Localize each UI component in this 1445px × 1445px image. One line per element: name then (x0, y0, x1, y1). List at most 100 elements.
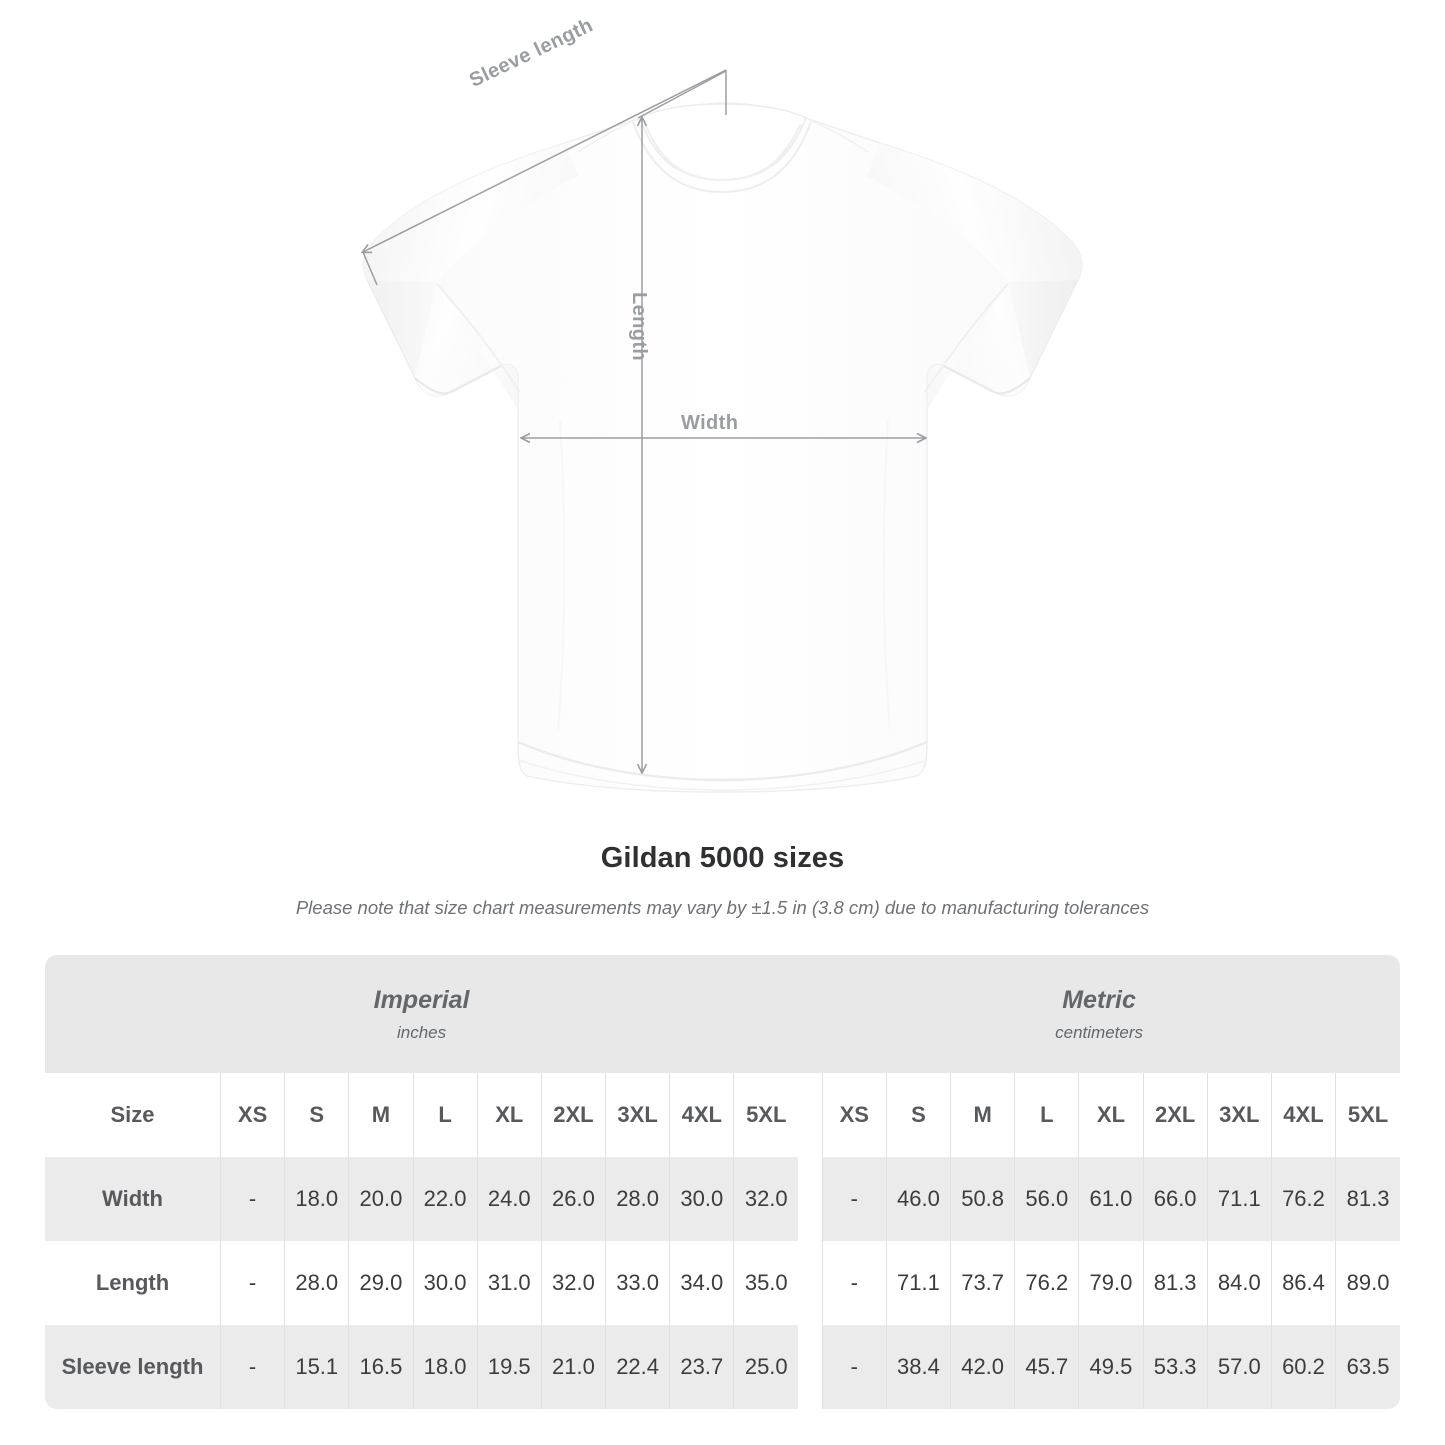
size-header-metric-xl: XL (1078, 1073, 1144, 1157)
cell-width-metric-3xl: 71.1 (1206, 1157, 1272, 1241)
size-header-imperial-2xl: 2XL (540, 1073, 606, 1157)
size-header-metric-5xl: 5XL (1335, 1073, 1400, 1157)
measurement-arrows (363, 69, 925, 772)
cell-length-imperial-xs: - (219, 1241, 285, 1325)
cell-width-imperial-m: 20.0 (348, 1157, 413, 1241)
cell-sleeve-imperial-xs: - (219, 1325, 285, 1409)
cell-length-metric-s: 71.1 (885, 1241, 951, 1325)
tolerance-note: Please note that size chart measurements… (295, 897, 1150, 918)
row-label-length: Length (45, 1241, 221, 1325)
column-gap (798, 1073, 823, 1157)
table-row: Width - 18.0 20.0 22.0 24.0 26.0 28.0 30… (45, 1157, 1400, 1241)
cell-sleeve-metric-xs: - (821, 1325, 887, 1409)
title-block: Gildan 5000 sizes Please note that size … (0, 842, 1445, 919)
cell-width-metric-l: 56.0 (1014, 1157, 1079, 1241)
cell-width-metric-m: 50.8 (950, 1157, 1015, 1241)
cell-width-metric-xl: 61.0 (1078, 1157, 1144, 1241)
unit-header-row: Imperial inches Metric centimeters (45, 955, 1400, 1073)
cell-sleeve-metric-2xl: 53.3 (1142, 1325, 1208, 1409)
cell-sleeve-metric-3xl: 57.0 (1206, 1325, 1272, 1409)
cell-sleeve-imperial-xl: 19.5 (476, 1325, 542, 1409)
size-header-metric-xs: XS (821, 1073, 887, 1157)
cell-length-imperial-s: 28.0 (284, 1241, 349, 1325)
cell-sleeve-imperial-5xl: 25.0 (733, 1325, 799, 1409)
table-row: Length - 28.0 29.0 30.0 31.0 32.0 33.0 3… (45, 1241, 1400, 1325)
cell-length-metric-5xl: 89.0 (1335, 1241, 1400, 1325)
size-header-metric-m: M (950, 1073, 1015, 1157)
cell-width-imperial-2xl: 26.0 (540, 1157, 606, 1241)
cell-sleeve-imperial-m: 16.5 (348, 1325, 413, 1409)
size-header-imperial-xl: XL (476, 1073, 542, 1157)
cell-width-imperial-xs: - (219, 1157, 285, 1241)
cell-length-imperial-2xl: 32.0 (540, 1241, 606, 1325)
tshirt-shape (362, 102, 1083, 793)
cell-length-metric-4xl: 86.4 (1270, 1241, 1336, 1325)
cell-width-metric-s: 46.0 (885, 1157, 951, 1241)
cell-length-metric-xl: 79.0 (1078, 1241, 1144, 1325)
cell-length-imperial-5xl: 35.0 (733, 1241, 799, 1325)
column-gap (798, 1157, 823, 1241)
size-header-metric-3xl: 3XL (1206, 1073, 1272, 1157)
unit-sub-imperial: inches (396, 1022, 447, 1042)
size-header-metric-s: S (885, 1073, 951, 1157)
cell-length-metric-xs: - (821, 1241, 887, 1325)
sleeve-length-arrow (363, 69, 727, 252)
cell-width-metric-2xl: 66.0 (1142, 1157, 1208, 1241)
size-header-imperial-3xl: 3XL (605, 1073, 670, 1157)
size-header-imperial-5xl: 5XL (733, 1073, 799, 1157)
cell-width-imperial-5xl: 32.0 (733, 1157, 799, 1241)
cell-sleeve-metric-xl: 49.5 (1078, 1325, 1144, 1409)
cell-width-imperial-l: 22.0 (412, 1157, 478, 1241)
header-size-label: Size (45, 1073, 221, 1157)
size-table-container: Imperial inches Metric centimeters Size … (45, 955, 1400, 1409)
cell-sleeve-metric-5xl: 63.5 (1335, 1325, 1400, 1409)
cell-sleeve-metric-m: 42.0 (950, 1325, 1015, 1409)
cell-sleeve-imperial-s: 15.1 (284, 1325, 349, 1409)
unit-header-metric: Metric centimeters (798, 955, 1400, 1073)
cell-width-metric-5xl: 81.3 (1335, 1157, 1400, 1241)
cell-width-imperial-s: 18.0 (284, 1157, 349, 1241)
unit-header-imperial: Imperial inches (45, 955, 799, 1073)
size-chart-table: Imperial inches Metric centimeters Size … (45, 955, 1400, 1409)
unit-name-imperial: Imperial (373, 985, 470, 1014)
cell-length-metric-l: 76.2 (1014, 1241, 1079, 1325)
cell-length-imperial-4xl: 34.0 (669, 1241, 734, 1325)
cell-length-imperial-m: 29.0 (348, 1241, 413, 1325)
cell-length-imperial-3xl: 33.0 (605, 1241, 670, 1325)
size-header-metric-2xl: 2XL (1142, 1073, 1208, 1157)
tshirt-illustration (0, 69, 1083, 793)
size-header-imperial-m: M (348, 1073, 413, 1157)
cell-length-metric-2xl: 81.3 (1142, 1241, 1208, 1325)
row-label-width: Width (45, 1157, 221, 1241)
cell-width-metric-4xl: 76.2 (1270, 1157, 1336, 1241)
size-header-imperial-xs: XS (219, 1073, 285, 1157)
unit-name-metric: Metric (1062, 985, 1136, 1014)
cell-sleeve-imperial-3xl: 22.4 (605, 1325, 670, 1409)
table-row: Sleeve length - 15.1 16.5 18.0 19.5 21.0… (45, 1325, 1400, 1409)
length-label: Length (628, 292, 650, 362)
column-gap (798, 1325, 823, 1409)
cell-width-imperial-3xl: 28.0 (605, 1157, 670, 1241)
page-title: Gildan 5000 sizes (600, 842, 845, 874)
cell-length-metric-m: 73.7 (950, 1241, 1015, 1325)
cell-length-imperial-xl: 31.0 (476, 1241, 542, 1325)
size-header-imperial-l: L (412, 1073, 478, 1157)
cell-length-metric-3xl: 84.0 (1206, 1241, 1272, 1325)
column-gap (798, 1241, 823, 1325)
cell-sleeve-metric-4xl: 60.2 (1270, 1325, 1336, 1409)
size-header-metric-4xl: 4XL (1270, 1073, 1336, 1157)
cell-width-imperial-4xl: 30.0 (669, 1157, 734, 1241)
width-label: Width (681, 412, 739, 434)
size-header-imperial-4xl: 4XL (669, 1073, 734, 1157)
size-header-imperial-s: S (284, 1073, 349, 1157)
unit-sub-metric: centimeters (1055, 1022, 1143, 1042)
tshirt-measurement-diagram: Sleeve length Length Width (0, 14, 1083, 793)
row-label-sleeve-length: Sleeve length (45, 1325, 221, 1409)
cell-sleeve-metric-s: 38.4 (885, 1325, 951, 1409)
cell-sleeve-imperial-l: 18.0 (412, 1325, 478, 1409)
cell-width-imperial-xl: 24.0 (476, 1157, 542, 1241)
size-header-metric-l: L (1014, 1073, 1079, 1157)
cell-width-metric-xs: - (821, 1157, 887, 1241)
size-header-row: Size XS S M L XL 2XL 3XL 4XL 5XL XS S M … (45, 1073, 1400, 1157)
cell-sleeve-metric-l: 45.7 (1014, 1325, 1079, 1409)
